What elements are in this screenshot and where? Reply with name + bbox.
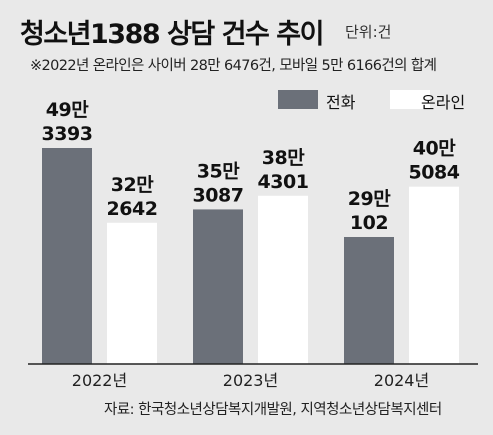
footnote-note: ※2022년 온라인은 사이버 28만 6476건, 모바일 5만 6166건의… <box>30 58 437 74</box>
x-tick-label-2: 2024년 <box>374 371 429 390</box>
data-label-phone-0-line1: 3393 <box>42 123 93 145</box>
data-label-online-0-line0: 32만 <box>111 174 154 196</box>
data-label-online-1-line1: 4301 <box>258 171 309 193</box>
legend-swatch-online <box>390 90 430 109</box>
bar-online-1 <box>258 195 308 364</box>
legend-label-phone: 전화 <box>326 93 356 112</box>
data-label-phone-2-line0: 29만 <box>348 188 391 210</box>
data-label-online-2-line0: 40만 <box>413 138 456 160</box>
bar-phone-0 <box>42 148 92 364</box>
data-label-phone-2-line1: 102 <box>350 212 388 234</box>
bar-phone-1 <box>193 209 243 364</box>
data-label-online-2-line1: 5084 <box>409 162 460 184</box>
data-label-online-0-line1: 2642 <box>107 198 158 220</box>
data-label-phone-1-line1: 3087 <box>193 184 244 206</box>
bar-online-2 <box>409 186 459 364</box>
source-note: 자료: 한국청소년상담복지개발원, 지역청소년상담복지센터 <box>104 402 442 418</box>
unit-label: 단위:건 <box>345 23 392 41</box>
x-tick-label-0: 2022년 <box>72 371 127 390</box>
x-tick-label-1: 2023년 <box>223 371 278 390</box>
data-label-phone-0-line0: 49만 <box>46 99 89 121</box>
chart-title: 청소년1388 상담 건수 추이 <box>20 19 324 50</box>
bar-phone-2 <box>344 236 394 364</box>
legend-label-online: 온라인 <box>421 93 466 112</box>
data-label-online-1-line0: 38만 <box>262 147 305 169</box>
data-label-phone-1-line0: 35만 <box>197 160 240 182</box>
bar-online-0 <box>107 222 157 364</box>
legend-swatch-phone <box>278 90 318 109</box>
